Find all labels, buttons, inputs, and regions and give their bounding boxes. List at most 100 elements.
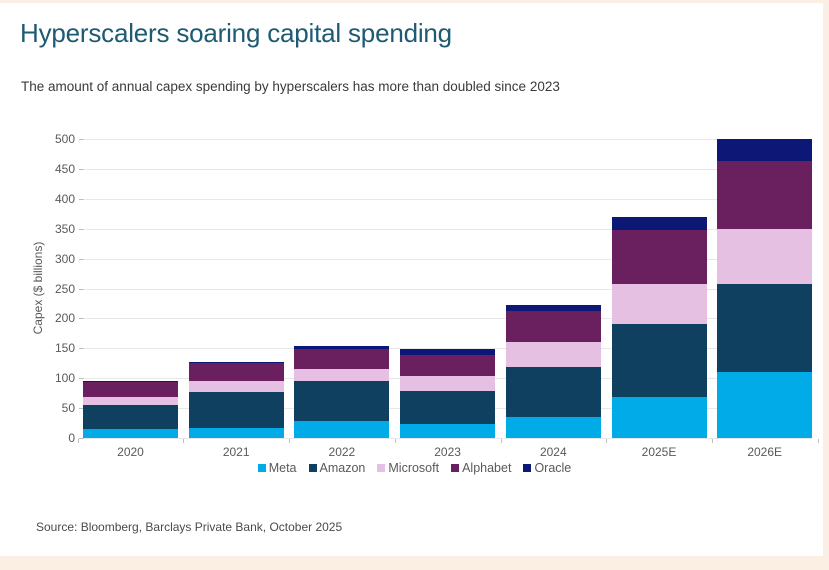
y-tick <box>79 348 84 350</box>
legend-item-microsoft: Microsoft <box>377 461 439 475</box>
bar-2025E-amazon <box>611 324 707 398</box>
bar-2022-oracle <box>294 345 390 349</box>
x-tick-label: 2020 <box>117 445 144 459</box>
x-tick <box>606 439 608 443</box>
legend-swatch-amazon <box>308 464 317 472</box>
bar-2025E-microsoft <box>611 284 707 325</box>
legend-item-meta: Meta <box>257 461 297 475</box>
bar-2025E-meta <box>611 397 707 438</box>
y-tick-label: 400 <box>54 191 75 206</box>
x-tick <box>711 439 713 443</box>
y-tick-label: 50 <box>61 401 75 416</box>
y-tick <box>79 168 84 170</box>
y-tick-label: 100 <box>54 371 75 386</box>
bar-2023-alphabet <box>400 355 496 377</box>
bar-2025E-oracle <box>611 216 707 230</box>
bar-2025E-alphabet <box>611 229 707 285</box>
bar-2020-meta <box>83 429 178 438</box>
x-tick <box>394 439 396 443</box>
gridline <box>85 139 812 140</box>
bar-2023-meta <box>400 423 496 438</box>
gridline <box>85 198 812 200</box>
bar-2020-oracle <box>83 381 178 382</box>
y-tick <box>79 258 84 260</box>
bar-2023-oracle <box>400 349 496 356</box>
bar-2026E-alphabet <box>717 161 813 230</box>
bar-2022-alphabet <box>294 348 390 370</box>
bar-2020-microsoft <box>83 397 178 406</box>
page-edge-top <box>0 0 829 3</box>
x-tick-label: 2021 <box>222 445 250 459</box>
legend-swatch-alphabet <box>451 464 460 472</box>
y-tick-label: 150 <box>54 341 75 356</box>
legend-item-alphabet: Alphabet <box>451 461 511 475</box>
legend-swatch-microsoft <box>377 464 386 472</box>
legend-label: Oracle <box>534 461 572 475</box>
y-tick-label: 250 <box>54 281 75 296</box>
gridline <box>85 258 812 260</box>
y-tick <box>79 408 84 410</box>
y-tick-label: 450 <box>54 161 75 176</box>
y-tick <box>79 139 84 140</box>
legend-label: Alphabet <box>462 461 512 475</box>
legend-label: Meta <box>268 461 297 475</box>
bar-2023-microsoft <box>400 376 496 391</box>
y-tick-label: 300 <box>54 251 75 266</box>
x-tick <box>817 439 819 443</box>
page-subtitle: The amount of annual capex spending by h… <box>21 79 560 94</box>
x-tick-label: 2024 <box>539 445 567 459</box>
y-tick <box>79 378 84 380</box>
bar-2022-meta <box>294 421 390 438</box>
gridline <box>85 228 812 230</box>
x-tick <box>289 439 291 443</box>
legend-item-amazon: Amazon <box>308 461 366 475</box>
x-tick <box>500 439 502 443</box>
bar-2026E-oracle <box>717 139 813 162</box>
y-tick-label: 500 <box>54 132 75 146</box>
bar-2023-amazon <box>400 390 496 424</box>
x-tick-label: 2022 <box>328 445 356 459</box>
y-tick <box>79 198 84 200</box>
page-edge-bottom <box>0 556 829 570</box>
y-tick <box>79 288 84 290</box>
bar-2024-meta <box>505 417 601 438</box>
bar-2024-amazon <box>505 367 601 418</box>
y-tick-label: 0 <box>68 431 75 445</box>
gridline <box>85 318 812 320</box>
y-tick-label: 350 <box>54 221 75 236</box>
bar-2021-amazon <box>188 391 284 428</box>
page-edge-right <box>823 0 829 570</box>
legend-label: Amazon <box>319 461 366 475</box>
y-tick <box>79 318 84 320</box>
bar-2021-meta <box>188 427 284 438</box>
x-tick-label: 2025E <box>641 445 677 459</box>
bar-2021-microsoft <box>188 380 284 392</box>
chart-legend: Meta Amazon Microsoft Alphabet Oracle <box>0 461 829 475</box>
bar-2026E-meta <box>717 372 813 438</box>
y-tick <box>79 438 84 439</box>
bar-2022-microsoft <box>294 369 390 381</box>
legend-label: Microsoft <box>388 461 440 475</box>
bar-2024-oracle <box>505 304 601 311</box>
bar-2020-alphabet <box>83 381 178 398</box>
bar-2020-amazon <box>83 405 178 430</box>
gridline <box>85 348 812 350</box>
gridline <box>85 288 812 290</box>
x-tick <box>183 439 185 443</box>
x-tick <box>77 439 79 443</box>
y-tick-label: 200 <box>54 311 75 326</box>
legend-swatch-oracle <box>523 464 532 472</box>
page-title: Hyperscalers soaring capital spending <box>20 18 452 48</box>
x-tick-label: 2023 <box>434 445 461 459</box>
x-tick-label: 2026E <box>747 445 783 459</box>
bar-2024-alphabet <box>505 310 601 343</box>
source-attribution: Source: Bloomberg, Barclays Private Bank… <box>36 520 343 534</box>
bar-2022-amazon <box>294 380 390 422</box>
bar-2024-microsoft <box>505 342 601 368</box>
gridline <box>85 438 812 439</box>
legend-swatch-meta <box>257 464 266 472</box>
bar-2021-oracle <box>188 362 284 364</box>
bar-2026E-amazon <box>717 284 813 373</box>
